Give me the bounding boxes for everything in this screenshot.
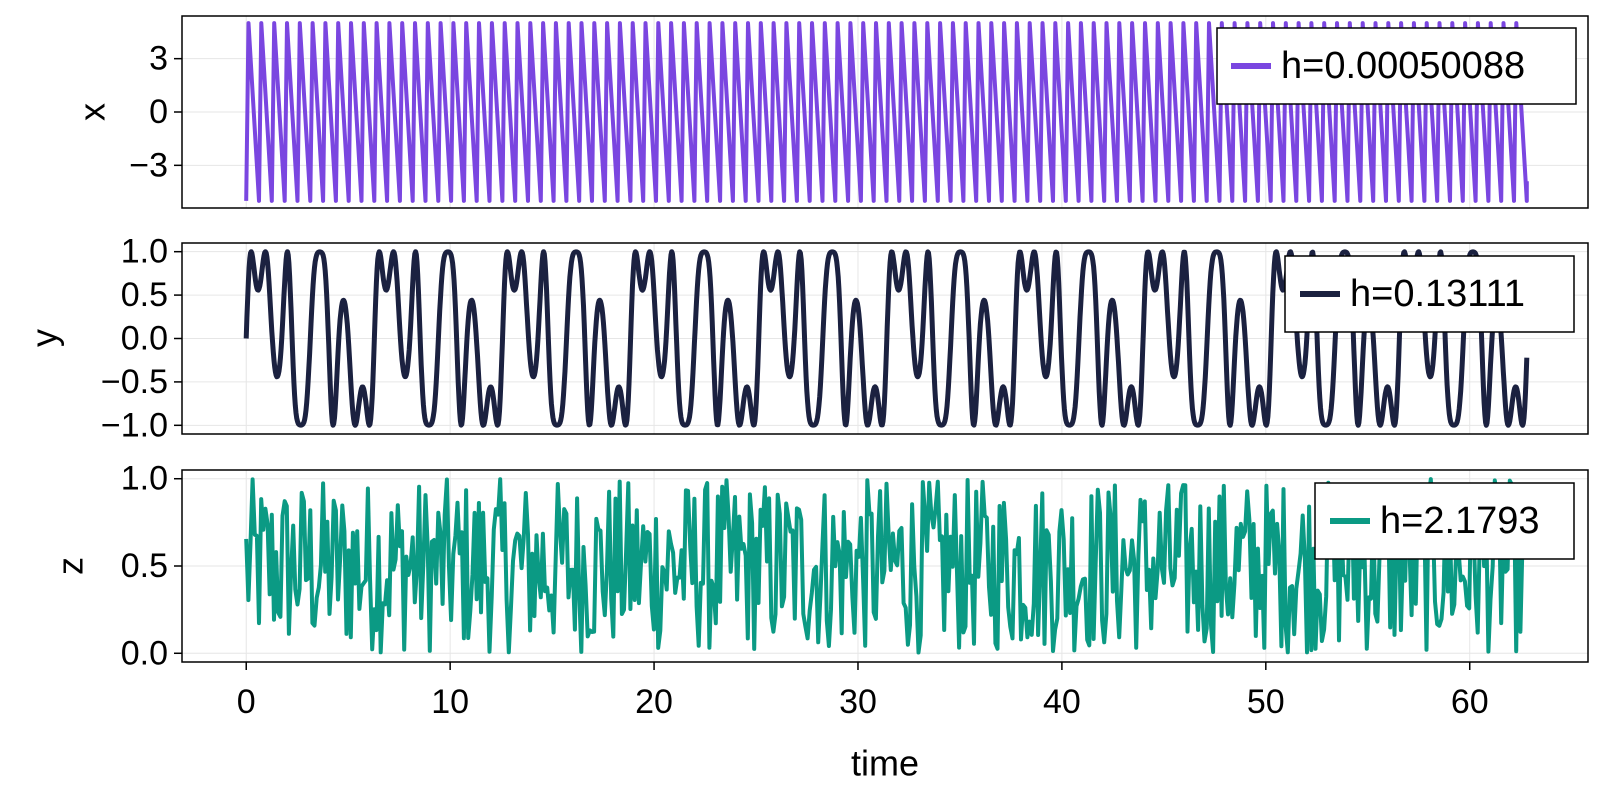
- y-tick-label-x-1: 0: [149, 93, 168, 131]
- y-tick-label-y-4: 1.0: [121, 233, 168, 271]
- x-axis-label: time: [851, 743, 919, 784]
- y-axis-label-x: x: [72, 103, 113, 121]
- y-tick-labels-z: 0.0 0.5 1.0: [121, 460, 182, 672]
- y-axis-label-z: z: [50, 557, 91, 575]
- panel-x: −3 0 3 x h=0.00050088: [72, 15, 1589, 209]
- x-tick-label-2: 20: [635, 683, 673, 721]
- series-line-z-0: [244, 477, 1529, 655]
- y-tick-label-y-2: 0.0: [121, 320, 168, 358]
- y-tick-label-y-3: 0.5: [121, 276, 168, 314]
- y-tick-label-y-1: −0.5: [101, 363, 168, 401]
- x-tick-label-5: 50: [1247, 683, 1285, 721]
- series-layer-x: [244, 21, 1529, 203]
- legend-label-z: h=2.1793: [1380, 500, 1540, 542]
- y-tick-label-z-1: 0.5: [121, 547, 168, 585]
- legend-label-y: h=0.13111: [1350, 273, 1525, 315]
- y-tick-labels-y: −1.0 −0.5 0.0 0.5 1.0: [101, 233, 182, 444]
- y-tick-label-z-2: 1.0: [121, 460, 168, 498]
- legend-label-x: h=0.00050088: [1281, 45, 1525, 87]
- x-tick-label-3: 30: [839, 683, 877, 721]
- y-tick-labels-x: −3 0 3: [129, 40, 182, 184]
- y-tick-label-x-2: 3: [149, 40, 168, 78]
- panel-z: 0.0 0.5 1.0 0 10 20 30 40 50 60 z time h=2.1793: [50, 460, 1589, 784]
- y-axis-label-y: y: [24, 329, 65, 347]
- series-line-x-0: [244, 21, 1529, 203]
- y-tick-label-y-0: −1.0: [101, 406, 168, 444]
- x-tick-label-0: 0: [237, 683, 256, 721]
- legend-x: h=0.00050088: [1216, 27, 1577, 105]
- panel-y: −1.0 −0.5 0.0 0.5 1.0 y h=0.13111: [24, 233, 1589, 444]
- x-tick-label-1: 10: [431, 683, 469, 721]
- x-tick-labels: 0 10 20 30 40 50 60: [237, 662, 1489, 721]
- x-tick-label-4: 40: [1043, 683, 1081, 721]
- series-layer-z: [244, 477, 1529, 655]
- x-tick-label-6: 60: [1451, 683, 1489, 721]
- legend-y: h=0.13111: [1284, 255, 1575, 333]
- legend-z: h=2.1793: [1314, 482, 1575, 560]
- legend-box-x: [1216, 27, 1577, 105]
- y-tick-label-z-0: 0.0: [121, 634, 168, 672]
- y-tick-label-x-0: −3: [129, 146, 168, 184]
